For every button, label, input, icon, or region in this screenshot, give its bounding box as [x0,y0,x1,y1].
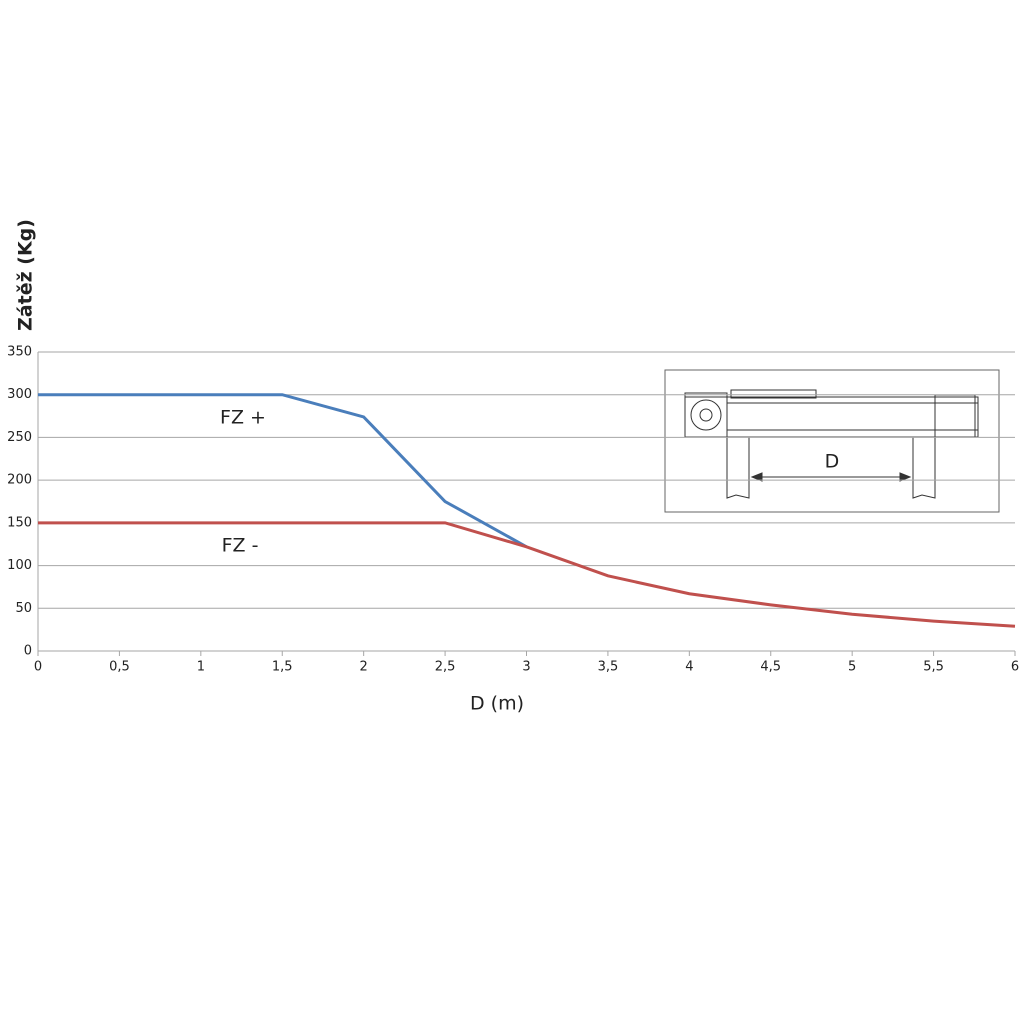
y-tick-label: 350 [7,345,32,360]
x-tick-label: 5 [848,660,856,675]
inset-frame [664,369,1000,513]
series-line [38,393,528,549]
end-flange [690,399,722,431]
x-tick-label: 0,5 [109,660,130,675]
dimension-arrows [750,472,912,482]
x-tick-label: 2 [360,660,368,675]
x-tick-label: 5,5 [923,660,944,675]
support-leg [726,437,750,499]
x-tick-label: 1 [197,660,205,675]
support-leg [912,437,936,499]
y-tick-label: 100 [7,558,32,573]
x-axis-label: D (m) [470,693,524,715]
y-tick-label: 50 [15,601,32,616]
x-tick-label: 2,5 [435,660,456,675]
series-label: FZ - [222,535,259,557]
x-tick-label: 0 [34,660,42,675]
x-tick-label: 4 [685,660,693,675]
x-tick-label: 4,5 [760,660,781,675]
y-tick-label: 150 [7,515,32,530]
y-tick-label: 200 [7,473,32,488]
y-tick-label: 250 [7,430,32,445]
carriage [730,389,817,399]
series-label: FZ + [220,407,266,429]
end-cap [934,394,976,438]
end-shaft [699,408,713,422]
x-tick-label: 1,5 [272,660,293,675]
y-tick-label: 0 [24,644,32,659]
x-tick-label: 6 [1011,660,1019,675]
x-tick-label: 3,5 [598,660,619,675]
dimension-label: D [825,451,840,473]
y-axis-label: Zátěž (Kg) [15,219,37,331]
inset-diagram [664,369,1000,513]
y-tick-label: 300 [7,387,32,402]
series-line [38,521,1016,628]
x-tick-label: 3 [522,660,530,675]
